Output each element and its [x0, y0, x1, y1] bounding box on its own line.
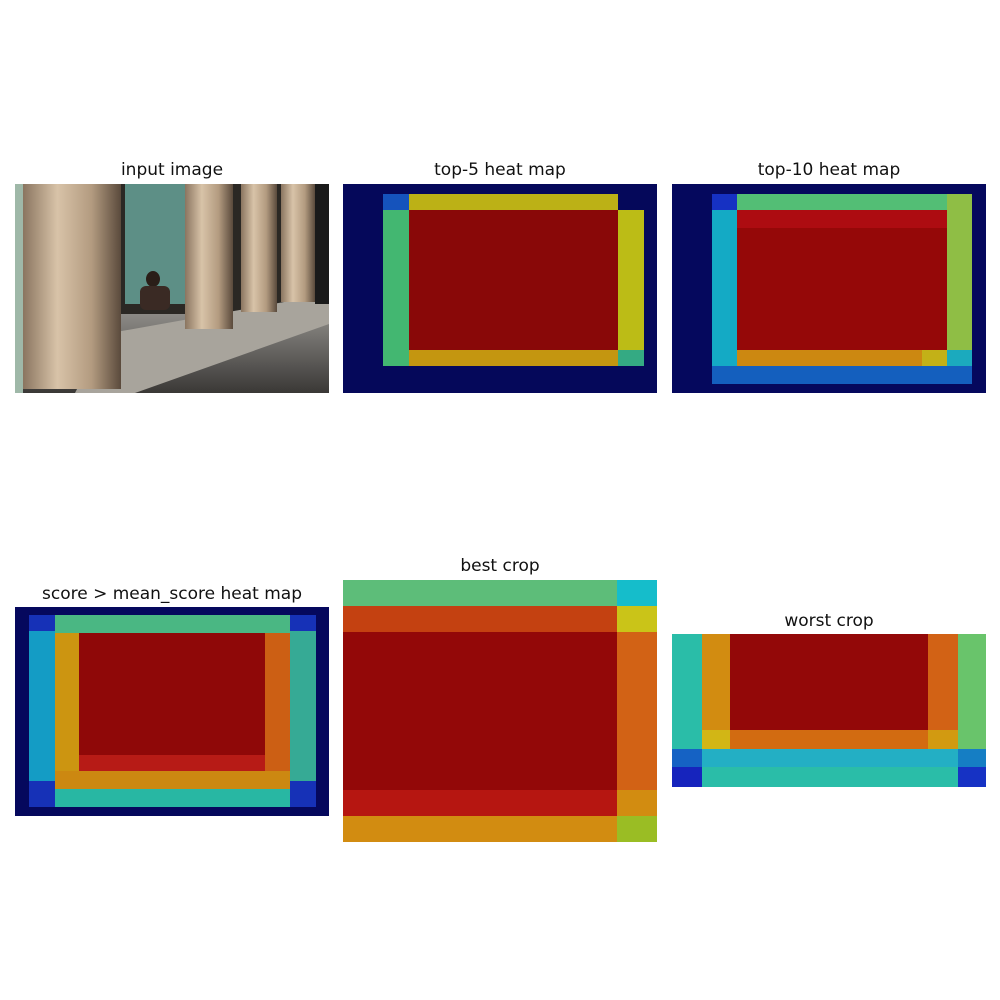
panel-worst-crop: worst crop — [672, 611, 986, 787]
panel-title: worst crop — [784, 611, 874, 631]
panel-input-image: input image — [15, 160, 329, 393]
panel-top5-heat-map: top-5 heat map — [343, 160, 657, 393]
panel-title: top-5 heat map — [434, 160, 566, 180]
top10-heat-overlay — [672, 184, 986, 393]
best-crop-overlay — [343, 580, 657, 842]
top5-heat-overlay — [343, 184, 657, 393]
input-photo — [15, 184, 329, 393]
panel-title: score > mean_score heat map — [41, 584, 302, 604]
worst-crop-overlay — [672, 634, 986, 787]
panel-title: input image — [120, 160, 224, 180]
mean-score-heat-overlay — [15, 607, 329, 816]
panel-mean-score-heat-map: score > mean_score heat map — [15, 584, 329, 816]
panel-best-crop: best crop — [343, 556, 657, 842]
panel-title: top-10 heat map — [757, 160, 901, 180]
panel-top10-heat-map: top-10 heat map — [672, 160, 986, 393]
panel-title: best crop — [460, 556, 540, 576]
